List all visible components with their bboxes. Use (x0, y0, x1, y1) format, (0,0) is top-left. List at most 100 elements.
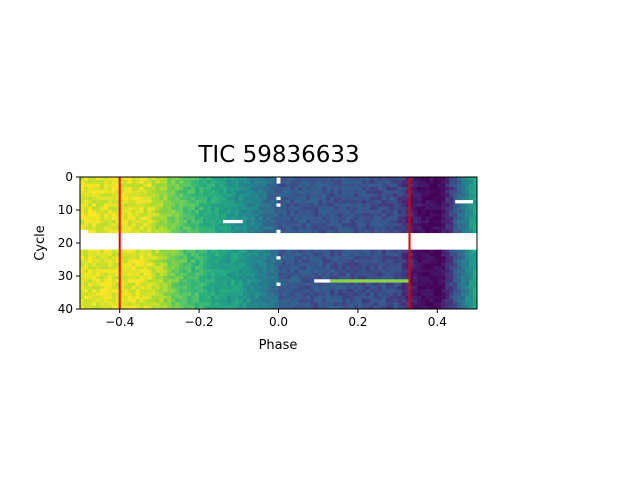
gap-cell (314, 279, 331, 283)
heatmap-cell (282, 196, 287, 201)
heatmap-cell (135, 295, 140, 300)
heatmap-cell (119, 203, 125, 208)
heatmap-cell (163, 213, 168, 217)
heatmap-cell (326, 272, 331, 277)
heatmap-cell (373, 193, 379, 198)
heatmap-cell (175, 272, 180, 277)
heatmap-cell (214, 216, 220, 221)
heatmap-cell (103, 269, 109, 274)
heatmap-cell (342, 206, 347, 211)
heatmap-cell (222, 305, 228, 310)
heatmap-cell (103, 203, 109, 208)
heatmap-cell (242, 216, 248, 221)
heatmap-cell (254, 183, 260, 188)
heatmap-cell (179, 213, 184, 217)
heatmap-cell (191, 279, 196, 283)
heatmap-cell (127, 299, 133, 303)
heatmap-cell (246, 282, 252, 287)
heatmap-cell (222, 302, 228, 307)
x-tick-label: 0.4 (428, 315, 447, 329)
heatmap-cell (147, 190, 152, 194)
heatmap-cell (397, 226, 402, 231)
heatmap-cell (83, 252, 89, 257)
heatmap-cell (274, 223, 279, 227)
heatmap-cell (250, 229, 256, 234)
heatmap-cell (441, 299, 446, 303)
y-tick-label: 40 (58, 302, 73, 316)
heatmap-cell (123, 210, 129, 214)
heatmap-cell (87, 203, 93, 208)
heatmap-cell (147, 193, 152, 198)
heatmap-cell (465, 302, 470, 307)
heatmap-cell (405, 282, 410, 287)
heatmap-cell (195, 305, 200, 310)
heatmap-cell (163, 292, 168, 297)
heatmap-cell (437, 223, 442, 227)
heatmap-cell (298, 305, 303, 310)
heatmap-cell (318, 252, 323, 257)
heatmap-cell (187, 193, 192, 198)
heatmap-cell (393, 305, 398, 310)
heatmap-cell (238, 292, 244, 297)
heatmap-cell (115, 295, 121, 300)
heatmap-cell (254, 295, 260, 300)
heatmap-cell (147, 206, 152, 211)
heatmap-cell (453, 203, 458, 208)
heatmap-cell (234, 252, 240, 257)
heatmap-cell (234, 295, 240, 300)
heatmap-cell (437, 216, 442, 221)
heatmap-cell (95, 203, 101, 208)
heatmap-cell (238, 226, 244, 231)
heatmap-cell (326, 223, 331, 227)
heatmap-cell (95, 285, 101, 290)
heatmap-cell (429, 289, 434, 293)
heatmap-cell (163, 299, 168, 303)
heatmap-cell (433, 193, 438, 198)
heatmap-cell (290, 276, 295, 280)
heatmap-cell (349, 305, 355, 310)
heatmap-cell (254, 292, 260, 297)
heatmap-cell (342, 262, 347, 267)
heatmap-cell (286, 259, 291, 264)
heatmap-cell (195, 193, 200, 198)
heatmap-cell (286, 226, 291, 231)
heatmap-cell (385, 256, 391, 260)
heatmap-cell (397, 256, 402, 260)
heatmap-cell (306, 210, 311, 214)
heatmap-cell (338, 295, 343, 300)
heatmap-cell (107, 282, 113, 287)
heatmap-cell (381, 210, 387, 214)
heatmap-cell (425, 219, 430, 224)
heatmap-cell (115, 216, 121, 221)
heatmap-cell (83, 302, 89, 307)
heatmap-cell (80, 193, 85, 198)
heatmap-cell (445, 256, 450, 260)
heatmap-cell (361, 229, 367, 234)
heatmap-cell (175, 299, 180, 303)
heatmap-cell (191, 259, 196, 264)
heatmap-cell (445, 266, 450, 270)
heatmap-cell (449, 262, 454, 267)
heatmap-cell (314, 206, 319, 211)
heatmap-cell (191, 219, 196, 224)
heatmap-cell (310, 183, 315, 188)
heatmap-cell (155, 292, 160, 297)
heatmap-cell (175, 269, 180, 274)
heatmap-cell (373, 210, 379, 214)
heatmap-cell (179, 252, 184, 257)
heatmap-cell (413, 216, 418, 221)
heatmap-cell (83, 266, 89, 270)
heatmap-cell (238, 285, 244, 290)
heatmap-cell (195, 223, 200, 227)
heatmap-cell (131, 266, 136, 270)
heatmap-cell (433, 262, 438, 267)
heatmap-cell (226, 262, 232, 267)
heatmap-cell (357, 292, 363, 297)
heatmap-cell (302, 262, 307, 267)
heatmap-cell (274, 276, 279, 280)
heatmap-cell (187, 279, 192, 283)
heatmap-cell (226, 249, 232, 254)
heatmap-cell (119, 292, 125, 297)
heatmap-cell (250, 200, 256, 204)
heatmap-cell (254, 216, 260, 221)
